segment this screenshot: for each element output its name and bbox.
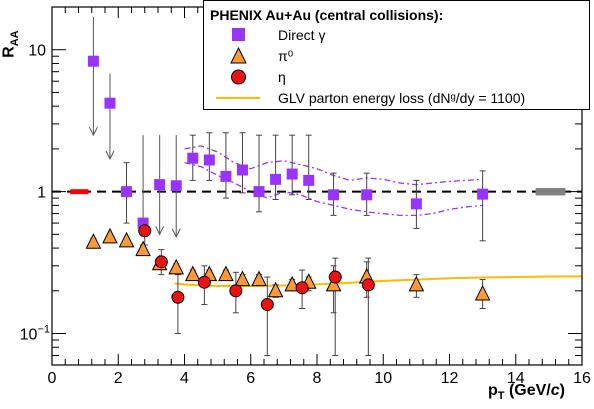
legend-entry-glv: GLV parton energy loss (dNᵍ/dy = 1100) [204, 88, 584, 108]
eta-point [197, 275, 211, 289]
pi0-point [234, 270, 251, 287]
direct-gamma-point [303, 174, 315, 186]
x-tick-label: 6 [246, 370, 255, 387]
legend-label: GLV parton energy loss (dNᵍ/dy = 1100) [278, 90, 526, 106]
y-tick-label: 10 [28, 43, 46, 60]
direct-gamma-point [410, 198, 422, 210]
pi0-point [267, 281, 284, 298]
pi0-point [118, 231, 135, 248]
legend-title: PHENIX Au+Au (central collisions): [210, 7, 444, 23]
eta-point [295, 281, 309, 295]
square-marker-icon [232, 28, 245, 41]
direct-gamma-point [253, 186, 265, 198]
normalization-boxes [70, 188, 566, 196]
direct-gamma-point [170, 180, 182, 192]
pi0-point [474, 284, 491, 301]
pi0-point [184, 265, 201, 282]
legend-label: Direct γ [278, 27, 326, 43]
pi0-point [168, 258, 185, 275]
x-tick-label: 8 [313, 370, 322, 387]
y-tick-label: 1 [37, 185, 46, 202]
x-tick-label: 10 [374, 370, 392, 387]
direct-gamma-point [361, 189, 373, 201]
direct-gamma-point [477, 188, 489, 200]
pi0-point [85, 233, 102, 249]
pi0-point [135, 240, 151, 257]
legend-label: π⁰ [278, 48, 294, 64]
normalization-box [535, 188, 566, 196]
arrow-head [88, 126, 98, 137]
eta-point [171, 290, 185, 304]
x-tick-label: 0 [48, 370, 57, 387]
normalization-box [70, 189, 89, 195]
direct-gamma-point [203, 154, 215, 166]
direct-gamma-point [270, 173, 282, 185]
line-marker-icon [216, 97, 260, 99]
legend-entry-direct-gamma: Direct γ [204, 25, 584, 45]
y-tick-exponent: −1 [37, 324, 50, 336]
direct-gamma-point [187, 152, 199, 164]
pi0-point [325, 275, 342, 292]
x-tick-label: 2 [114, 370, 123, 387]
x-tick-label: 12 [441, 370, 459, 387]
direct-gamma-point [104, 97, 116, 109]
pi0-point [102, 227, 118, 244]
eta-point [154, 255, 168, 269]
x-tick-label: 4 [180, 370, 189, 387]
x-axis-title: pT (GeV/c) [488, 382, 565, 403]
arrow-head [155, 226, 165, 236]
legend-entry-eta: η [204, 67, 584, 87]
x-tick-label: 16 [573, 370, 591, 387]
direct-gamma-point [328, 189, 340, 201]
eta-point [138, 224, 152, 238]
direct-gamma-point [87, 55, 99, 67]
y-tick-label: 10−1 [20, 324, 50, 344]
direct-gamma-point [286, 168, 298, 180]
arrow-head [171, 228, 181, 238]
pi0-point [408, 275, 425, 292]
eta-point [328, 270, 342, 284]
direct-gamma-point [121, 186, 133, 198]
y-axis-title: RAA [0, 30, 21, 58]
legend-entry-pi0: π⁰ [204, 46, 584, 66]
eta-point [229, 284, 243, 298]
direct-gamma-point [220, 170, 232, 182]
eta-point [260, 298, 274, 312]
direct-gamma-point [236, 164, 248, 176]
direct-gamma-point [154, 179, 166, 191]
triangle-marker-icon [230, 46, 247, 64]
data-markers [85, 55, 491, 312]
pi0-point [218, 265, 234, 282]
legend: PHENIX Au+Au (central collisions): Direc… [203, 0, 590, 110]
direct-gamma-point [137, 217, 149, 229]
legend-label: η [278, 69, 286, 85]
x-tick-label: 14 [507, 370, 525, 387]
arrow-head [105, 150, 115, 161]
circle-marker-icon [231, 69, 246, 85]
pi0-point [251, 270, 267, 287]
eta-point [361, 278, 375, 292]
